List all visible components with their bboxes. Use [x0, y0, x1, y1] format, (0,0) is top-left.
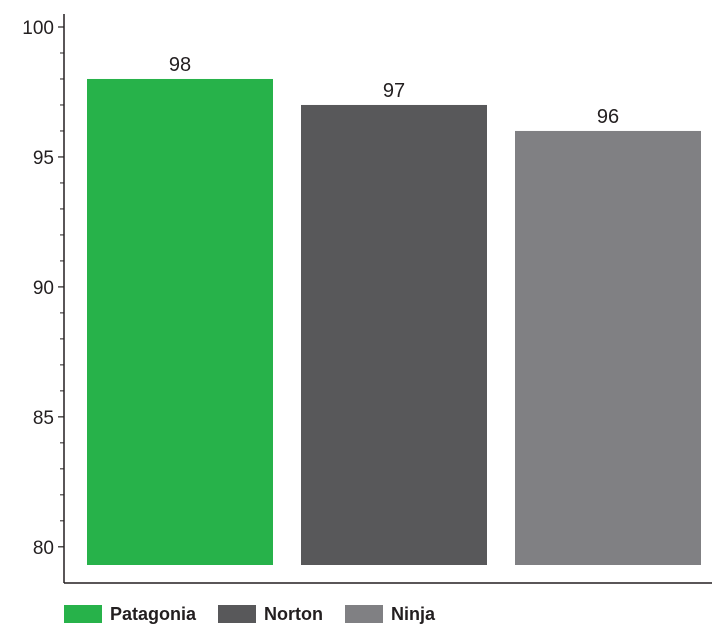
data-label-ninja: 96	[597, 106, 619, 128]
y-tick-label: 95	[33, 148, 54, 169]
legend-label-patagonia: Patagonia	[110, 603, 197, 624]
legend-item-patagonia: Patagonia	[64, 604, 196, 625]
y-tick-label: 80	[33, 538, 54, 559]
legend-item-norton: Norton	[218, 604, 323, 625]
legend: Patagonia Norton Ninja	[64, 602, 457, 626]
bar-norton	[301, 104, 487, 565]
legend-swatch-patagonia	[64, 605, 102, 623]
y-tick-label: 90	[33, 278, 54, 299]
data-label-patagonia: 98	[169, 54, 191, 76]
y-tick-label: 100	[22, 18, 54, 39]
bar-ninja	[515, 130, 701, 565]
bar-patagonia	[87, 78, 273, 566]
y-tick-label: 85	[33, 408, 54, 429]
legend-swatch-norton	[218, 605, 257, 623]
legend-label-ninja: Ninja	[391, 603, 436, 624]
data-label-norton: 97	[383, 80, 405, 102]
legend-label-norton: Norton	[264, 603, 324, 624]
legend-swatch-ninja	[345, 605, 384, 623]
legend-item-ninja: Ninja	[345, 604, 435, 625]
